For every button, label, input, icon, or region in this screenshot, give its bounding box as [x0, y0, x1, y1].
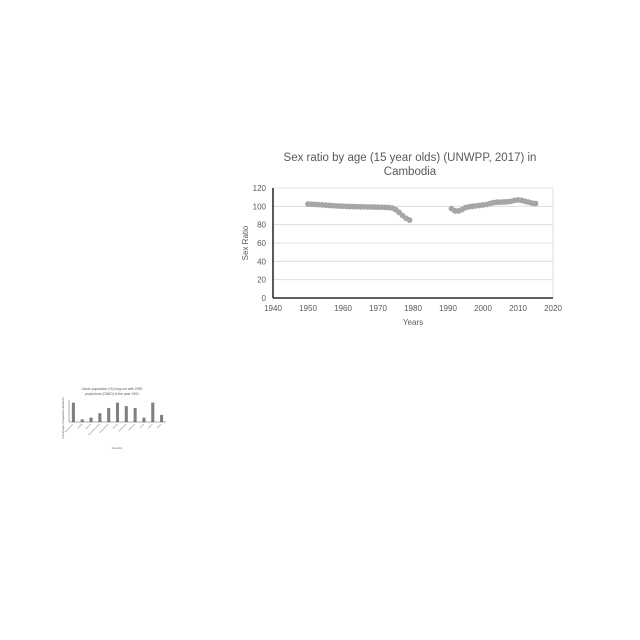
bar — [142, 418, 145, 422]
bar — [107, 408, 110, 422]
category-label: Guinea-Bissau — [99, 424, 109, 434]
bar — [72, 403, 75, 422]
mini-chart-title-line-2: projections (OWID) in the year 1951 — [85, 392, 139, 396]
category-label: Eritrea — [77, 422, 84, 429]
category-label: Cyprus — [147, 423, 153, 429]
mini-y-axis-label: Percentage of population urbanized — [61, 397, 65, 439]
mini-bars — [72, 403, 163, 422]
mini-x-axis-label: Country — [112, 446, 123, 450]
bar — [134, 408, 137, 422]
bar — [151, 403, 154, 422]
bar — [90, 418, 93, 422]
bar — [98, 413, 101, 422]
category-label: Congo — [139, 424, 144, 429]
bar — [125, 406, 128, 422]
category-label: Burkina Faso — [64, 423, 74, 433]
bar — [81, 419, 84, 422]
category-label: Cameroon — [127, 423, 135, 431]
bar — [116, 403, 119, 422]
category-label: Guadeloupe — [118, 424, 127, 433]
mini-chart-title-line-1: Urban population (%) long-run with 2050 — [82, 387, 143, 391]
category-label: Gabon — [157, 424, 162, 429]
bar — [160, 415, 163, 422]
category-label: Guinea — [112, 423, 118, 429]
category-label: Burundi — [85, 423, 92, 430]
